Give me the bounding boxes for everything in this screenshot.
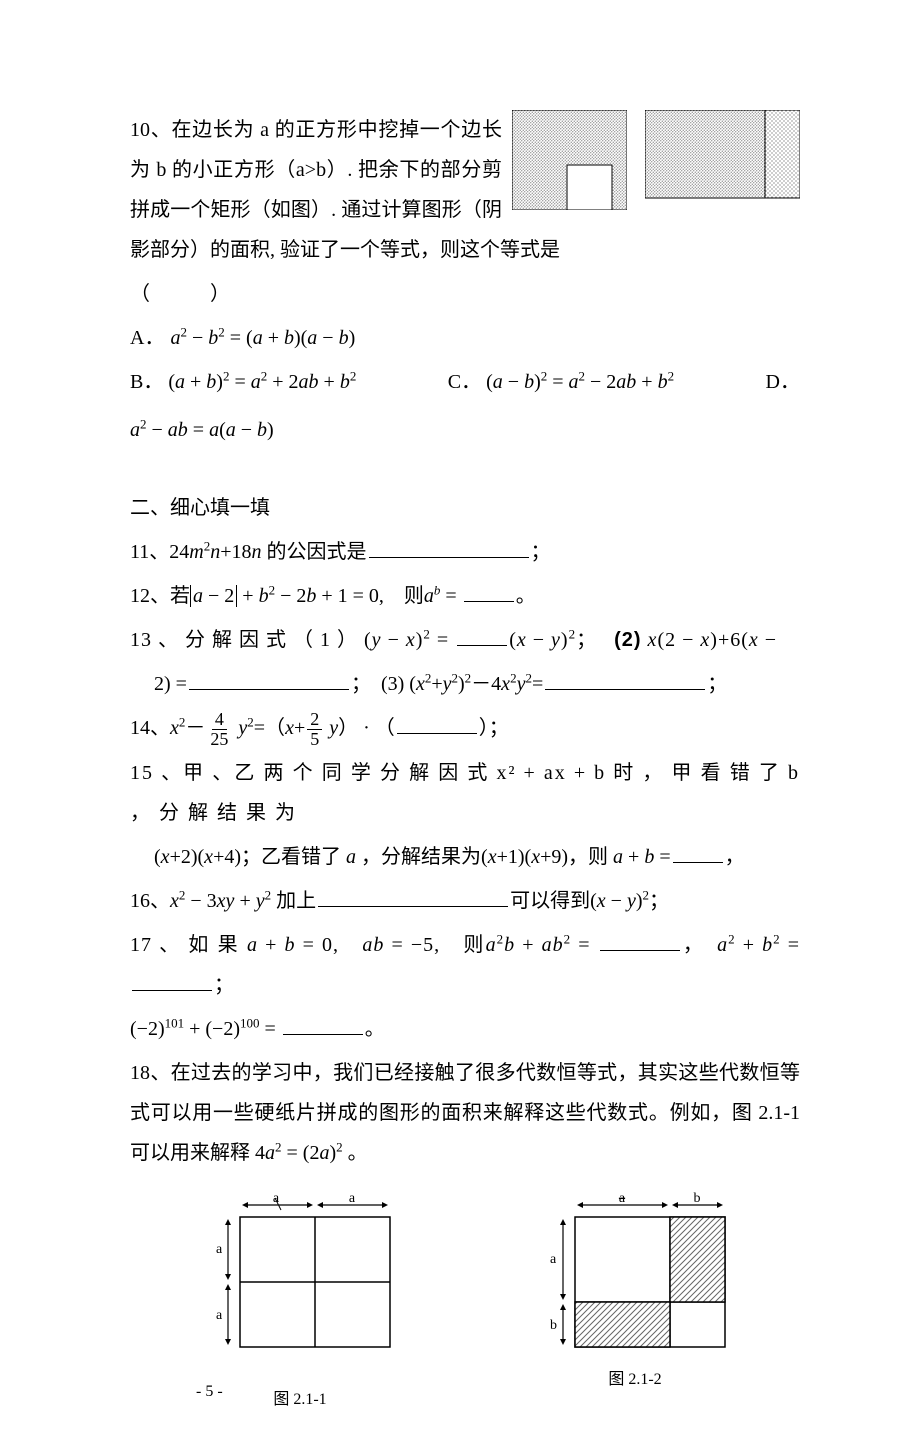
q10-opt-a: A． a2 − b2 = (a + b)(a − b) — [130, 318, 800, 358]
svg-text:a: a — [550, 1252, 557, 1267]
q10-a-label: A． — [130, 318, 164, 358]
q10-fig-left — [512, 110, 627, 210]
q10-opt-c: C． (a − b)2 = a2 − 2ab + b2 — [448, 362, 674, 402]
q13-line1: 13 、 分 解 因 式 （ 1 ） (y − x)2 = (x − y)2； … — [130, 620, 800, 660]
q10-a-math: a2 − b2 = (a + b)(a − b) — [170, 318, 355, 358]
q13-2-blank — [189, 669, 349, 690]
q17-line1: 17 、 如 果 a + b = 0, ab = −5, 则a2b + ab2 … — [130, 925, 800, 1005]
svg-text:a: a — [619, 1191, 626, 1206]
q14: 14、x2－425 y2=（x+25 y） · （）； — [130, 708, 800, 749]
q17-blank1 — [600, 930, 680, 951]
q10: 10、在边长为 a 的正方形中挖掉一个边长为 b 的小正方形（a>b）. 把余下… — [130, 110, 800, 450]
q10-d-math: a2 − ab = a(a − b) — [130, 410, 274, 450]
q14-blank — [397, 713, 477, 734]
page: 10、在边长为 a 的正方形中挖掉一个边长为 b 的小正方形（a>b）. 把余下… — [0, 0, 920, 1456]
svg-text:a: a — [216, 1308, 223, 1323]
q10-paren: （ ） — [130, 274, 800, 314]
q18: 18、在过去的学习中，我们已经接触了很多代数恒等式，其实这些代数恒等式可以用一些… — [130, 1053, 800, 1173]
q10-opt-d-label: D． — [766, 362, 800, 402]
q10-fig-right — [645, 110, 800, 210]
q17-blank3 — [283, 1014, 363, 1035]
fig-2-1-2: a b a b 图 2.1-2 — [530, 1187, 740, 1396]
fig-2-1-1: a a a a - 5 - 图 2.1-1 — [190, 1187, 410, 1416]
q15-blank — [673, 842, 723, 863]
bottom-figures: a a a a - 5 - 图 2.1-1 — [130, 1187, 800, 1416]
q13-line2: 2) =； (3) (x2+y2)2－4x2y2=； — [130, 664, 800, 704]
q11: 11、24m2n+18n 的公因式是； — [130, 532, 800, 572]
q10-figures — [512, 110, 800, 210]
fig2-caption: 图 2.1-2 — [608, 1364, 661, 1396]
fig-2-1-1-svg: a a a a — [190, 1187, 410, 1362]
svg-text:a: a — [273, 1191, 280, 1206]
q12-blank — [464, 581, 514, 602]
q13-3-blank — [545, 669, 705, 690]
q15-line1: 15 、甲 、乙 两 个 同 学 分 解 因 式 x² + ax + b 时 ，… — [130, 753, 800, 833]
svg-text:b: b — [550, 1318, 557, 1333]
q16: 16、x2 − 3xy + y2 加上可以得到(x − y)2； — [130, 881, 800, 921]
svg-text:a: a — [349, 1191, 356, 1206]
q15-line2: (x+2)(x+4)；乙看错了 a ，分解结果为(x+1)(x+9)，则 a +… — [130, 837, 800, 877]
q10-row-bcd: B． (a + b)2 = a2 + 2ab + b2 C． (a − b)2 … — [130, 362, 800, 402]
fig1-caption: 图 2.1-1 — [273, 1384, 326, 1416]
q10-opt-d: a2 − ab = a(a − b) — [130, 410, 800, 450]
svg-text:a: a — [216, 1242, 223, 1257]
q17-blank2 — [132, 970, 212, 991]
q16-blank — [318, 886, 508, 907]
q13-1-blank — [457, 625, 507, 646]
fig-2-1-2-svg: a b a b — [530, 1187, 740, 1362]
svg-text:b: b — [694, 1191, 701, 1206]
section2-title: 二、细心填一填 — [130, 488, 800, 528]
q17-line2: (−2)101 + (−2)100 = 。 — [130, 1009, 800, 1049]
q12: 12、若a − 2 + b2 − 2b + 1 = 0, 则ab = 。 — [130, 576, 800, 616]
q11-blank — [369, 537, 529, 558]
q10-opt-b: B． (a + b)2 = a2 + 2ab + b2 — [130, 362, 356, 402]
